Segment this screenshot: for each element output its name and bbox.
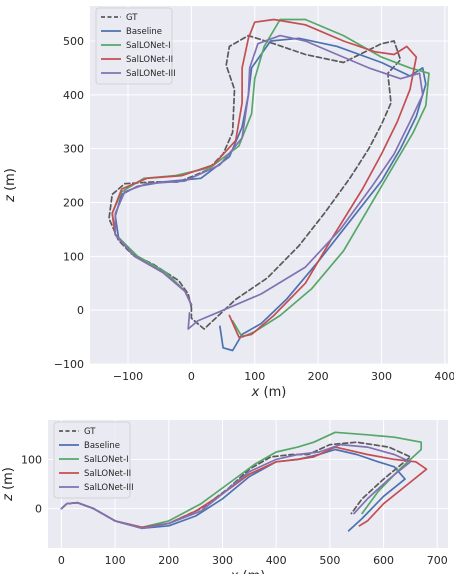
legend-label: SalLONet-I bbox=[126, 41, 171, 51]
series-line-sallonet-iii bbox=[114, 34, 424, 330]
y-tick-label: 200 bbox=[63, 196, 84, 209]
y-tick-label: 0 bbox=[77, 304, 84, 317]
x-tick-label: 500 bbox=[319, 554, 340, 567]
chart-1: −100 0 100 200 300 400 −100 0 100 200 300 400 500 x (… bbox=[3, 6, 454, 400]
series-line-sallonet-ii bbox=[111, 18, 418, 338]
x-tick-label: 300 bbox=[371, 370, 392, 383]
y-tick-label: 100 bbox=[63, 250, 84, 263]
legend-label: Baseline bbox=[126, 27, 162, 37]
y-tick-label: −100 bbox=[54, 358, 84, 371]
legend-label: SalLONet-II bbox=[84, 469, 131, 479]
legend: GT Baseline SalLONet-I SalLONet-II SalLONet-… bbox=[53, 421, 134, 499]
y-tick-label: 500 bbox=[63, 35, 84, 48]
x-tick-label: 600 bbox=[373, 554, 394, 567]
x-tick-label: 700 bbox=[427, 554, 448, 567]
x-axis-label: x (m) bbox=[251, 385, 287, 400]
x-tick-label: 400 bbox=[434, 370, 454, 383]
legend: GT Baseline SalLONet-I SalLONet-II SalLONet-… bbox=[95, 7, 176, 85]
x-axis-label: x (m) bbox=[230, 569, 266, 574]
legend-label: GT bbox=[84, 427, 96, 437]
legend-label: SalLONet-II bbox=[126, 55, 173, 65]
y-tick-label: 400 bbox=[63, 89, 84, 102]
x-tick-label: 0 bbox=[188, 370, 195, 383]
y-tick-label: 300 bbox=[63, 143, 84, 156]
x-tick-label: −100 bbox=[113, 370, 143, 383]
y-tick-label: 100 bbox=[21, 453, 42, 466]
x-tick-label: 200 bbox=[308, 370, 329, 383]
x-tick-label: 300 bbox=[212, 554, 233, 567]
chart-2: 0 100 200 300 400 500 600 700 0 100 x (m) z (m) GT Ba… bbox=[1, 420, 448, 574]
y-axis-label: z (m) bbox=[1, 467, 16, 502]
x-tick-label: 100 bbox=[105, 554, 126, 567]
y-axis-label: z (m) bbox=[3, 168, 18, 203]
series-line-sallonet-iii bbox=[60, 443, 412, 530]
legend-label: SalLONet-I bbox=[84, 455, 129, 465]
legend-box bbox=[95, 7, 173, 85]
series-line-gt bbox=[108, 34, 402, 330]
legend-box bbox=[53, 421, 131, 499]
x-tick-label: 100 bbox=[244, 370, 265, 383]
x-tick-label: 400 bbox=[266, 554, 287, 567]
x-tick-label: 200 bbox=[158, 554, 179, 567]
legend-label: Baseline bbox=[84, 441, 120, 451]
x-tick-label: 0 bbox=[58, 554, 65, 567]
legend-label: SalLONet-III bbox=[126, 69, 176, 79]
y-tick-label: 0 bbox=[35, 503, 42, 516]
legend-label: SalLONet-III bbox=[84, 483, 134, 493]
legend-label: GT bbox=[126, 13, 138, 23]
